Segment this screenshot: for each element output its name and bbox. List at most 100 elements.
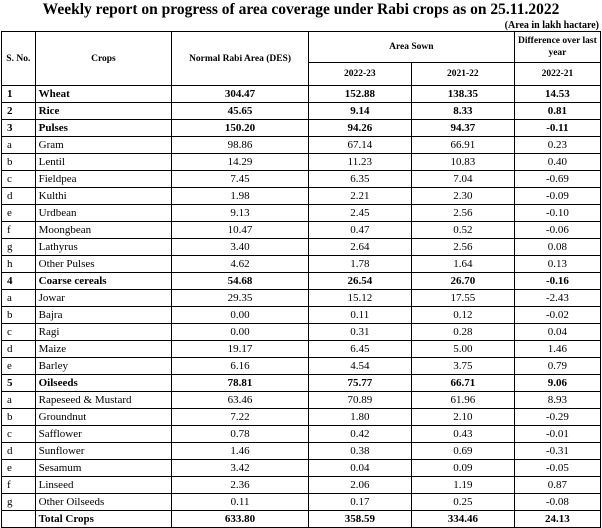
row-difference: 1.46 (513, 340, 602, 358)
row-crop-name: Wheat (34, 85, 173, 103)
row-normal-area: 78.81 (171, 374, 309, 392)
header-diff-year: 2022-21 (513, 62, 602, 86)
row-crop-name: Lathyrus (34, 238, 173, 256)
table-row: d Maize 19.17 6.45 5.00 1.46 (1, 340, 602, 358)
row-crop-name: Barley (34, 357, 173, 375)
table-row: a Gram 98.86 67.14 66.91 0.23 (1, 136, 602, 154)
row-sno: c (1, 425, 36, 443)
row-crop-name: Bajra (34, 306, 173, 324)
row-normal-area: 14.29 (171, 153, 309, 171)
row-difference: 0.13 (513, 255, 602, 273)
header-year-2022-23: 2022-23 (307, 62, 412, 86)
row-area-2021-22: 0.28 (410, 323, 515, 341)
row-normal-area: 0.11 (171, 493, 309, 511)
row-area-2022-23: 2.64 (307, 238, 412, 256)
report-title: Weekly report on progress of area covera… (42, 1, 560, 18)
row-area-2022-23: 11.23 (307, 153, 412, 171)
row-crop-name: Other Oilseeds (34, 493, 173, 511)
row-crop-name: Urdbean (34, 204, 173, 222)
row-normal-area: 2.36 (171, 476, 309, 494)
row-sno: 3 (1, 119, 36, 137)
row-area-2022-23: 0.11 (307, 306, 412, 324)
row-difference: -0.11 (513, 119, 602, 137)
row-crop-name: Lentil (34, 153, 173, 171)
row-sno: e (1, 459, 36, 477)
row-normal-area: 1.46 (171, 442, 309, 460)
row-difference: -0.06 (513, 221, 602, 239)
row-difference: 0.81 (513, 102, 602, 120)
row-crop-name: Groundnut (34, 408, 173, 426)
table-row: e Urdbean 9.13 2.45 2.56 -0.10 (1, 204, 602, 222)
table-row: h Other Pulses 4.62 1.78 1.64 0.13 (1, 255, 602, 273)
row-sno: b (1, 306, 36, 324)
row-normal-area: 10.47 (171, 221, 309, 239)
table-body: 1 Wheat 304.47 152.88 138.35 14.53 2 Rice 45.65 9… (1, 85, 602, 528)
row-difference: -0.10 (513, 204, 602, 222)
row-area-2021-22: 1.64 (410, 255, 515, 273)
row-area-2022-23: 0.47 (307, 221, 412, 239)
row-area-2022-23: 0.04 (307, 459, 412, 477)
row-crop-name: Oilseeds (34, 374, 173, 392)
table-row: f Linseed 2.36 2.06 1.19 0.87 (1, 476, 602, 494)
row-area-2022-23: 75.77 (307, 374, 412, 392)
row-area-2022-23: 6.35 (307, 170, 412, 188)
row-difference: -0.08 (513, 493, 602, 511)
row-difference: -0.16 (513, 272, 602, 290)
row-normal-area: 1.98 (171, 187, 309, 205)
row-crop-name: Jowar (34, 289, 173, 307)
row-crop-name: Ragi (34, 323, 173, 341)
row-difference: -0.69 (513, 170, 602, 188)
header-crops: Crops (34, 31, 173, 86)
row-area-2021-22: 66.91 (410, 136, 515, 154)
table-row: 1 Wheat 304.47 152.88 138.35 14.53 (1, 85, 602, 103)
table-row: b Bajra 0.00 0.11 0.12 -0.02 (1, 306, 602, 324)
table-row: b Lentil 14.29 11.23 10.83 0.40 (1, 153, 602, 171)
header-area-sown: Area Sown (307, 31, 515, 63)
table-row: a Jowar 29.35 15.12 17.55 -2.43 (1, 289, 602, 307)
row-difference: 9.06 (513, 374, 602, 392)
rabi-crops-table: S. No. Crops Normal Rabi Area (DES) Area… (1, 31, 602, 528)
row-sno: f (1, 476, 36, 494)
row-normal-area: 0.00 (171, 306, 309, 324)
table-row: a Rapeseed & Mustard 63.46 70.89 61.96 8.93 (1, 391, 602, 409)
row-normal-area: 0.00 (171, 323, 309, 341)
row-normal-area: 633.80 (171, 510, 309, 528)
row-area-2021-22: 17.55 (410, 289, 515, 307)
row-normal-area: 150.20 (171, 119, 309, 137)
row-normal-area: 19.17 (171, 340, 309, 358)
row-area-2021-22: 1.19 (410, 476, 515, 494)
table-row: e Sesamum 3.42 0.04 0.09 -0.05 (1, 459, 602, 477)
row-area-2021-22: 0.52 (410, 221, 515, 239)
row-sno: 2 (1, 102, 36, 120)
row-normal-area: 0.78 (171, 425, 309, 443)
row-area-2022-23: 15.12 (307, 289, 412, 307)
table-row: 5 Oilseeds 78.81 75.77 66.71 9.06 (1, 374, 602, 392)
row-crop-name: Rice (34, 102, 173, 120)
row-normal-area: 29.35 (171, 289, 309, 307)
row-crop-name: Safflower (34, 425, 173, 443)
row-normal-area: 4.62 (171, 255, 309, 273)
row-area-2021-22: 10.83 (410, 153, 515, 171)
row-difference: 0.79 (513, 357, 602, 375)
row-area-2021-22: 3.75 (410, 357, 515, 375)
row-area-2022-23: 358.59 (307, 510, 412, 528)
row-crop-name: Maize (34, 340, 173, 358)
row-normal-area: 45.65 (171, 102, 309, 120)
row-area-2022-23: 2.06 (307, 476, 412, 494)
table-row: c Fieldpea 7.45 6.35 7.04 -0.69 (1, 170, 602, 188)
row-sno: 5 (1, 374, 36, 392)
row-difference: 0.40 (513, 153, 602, 171)
row-area-2022-23: 70.89 (307, 391, 412, 409)
row-normal-area: 98.86 (171, 136, 309, 154)
table-row: b Groundnut 7.22 1.80 2.10 -0.29 (1, 408, 602, 426)
row-crop-name: Sesamum (34, 459, 173, 477)
row-difference: -2.43 (513, 289, 602, 307)
table-row: 2 Rice 45.65 9.14 8.33 0.81 (1, 102, 602, 120)
row-normal-area: 3.40 (171, 238, 309, 256)
row-area-2021-22: 2.10 (410, 408, 515, 426)
header-difference: Difference over last year (513, 31, 602, 63)
row-area-2022-23: 1.78 (307, 255, 412, 273)
row-area-2021-22: 5.00 (410, 340, 515, 358)
row-crop-name: Gram (34, 136, 173, 154)
